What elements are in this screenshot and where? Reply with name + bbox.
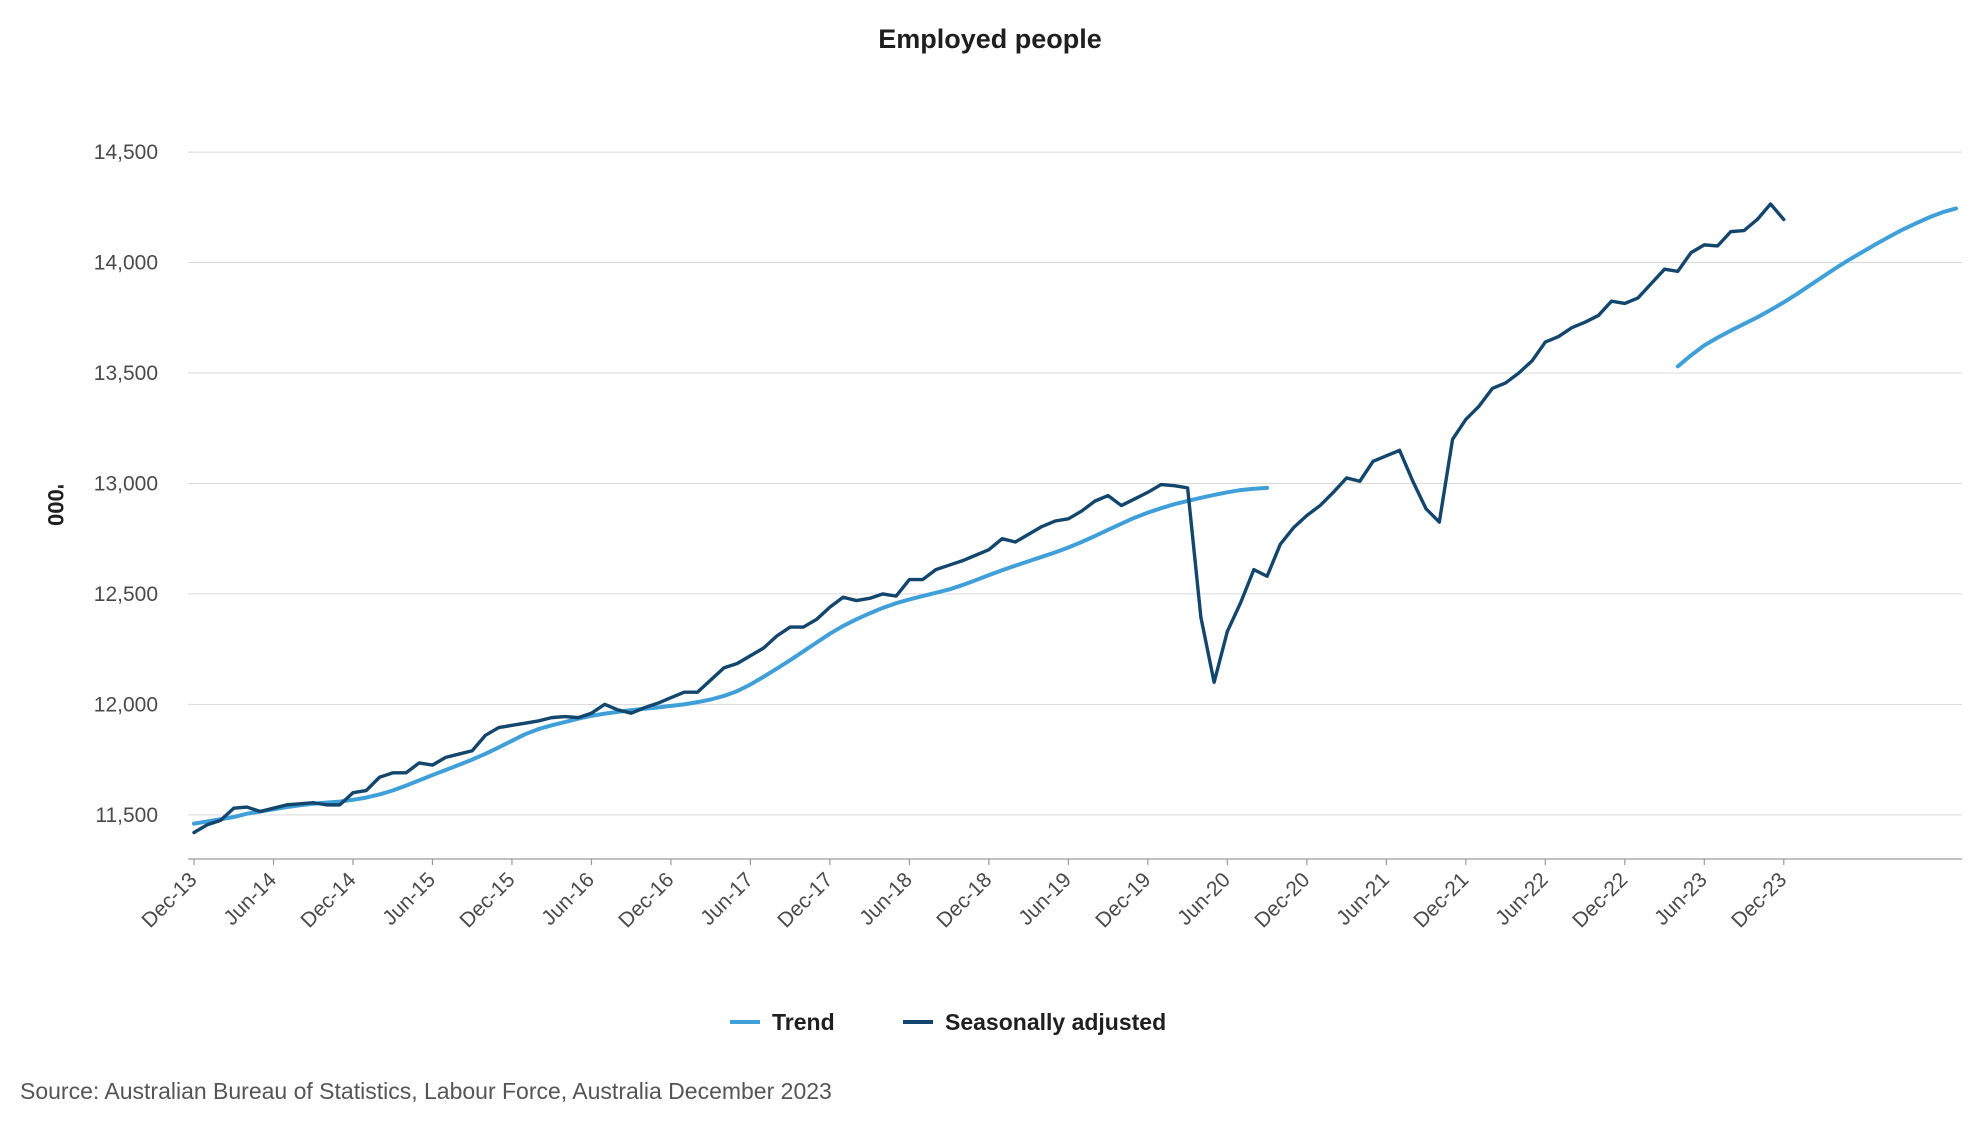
y-tick-label: 11,500	[95, 804, 158, 827]
x-tick-label: Dec-19	[1091, 868, 1155, 932]
x-tick-label: Dec-21	[1409, 868, 1473, 932]
x-tick-label: Jun-14	[219, 868, 281, 930]
legend-item-seasonally-adjusted[interactable]: Seasonally adjusted	[903, 1009, 1166, 1035]
x-tick-label: Dec-13	[137, 868, 201, 932]
x-tick-label: Jun-15	[378, 868, 440, 930]
legend-label-trend: Trend	[772, 1009, 835, 1035]
y-tick-label: 14,000	[94, 252, 158, 275]
legend: Trend Seasonally adjusted	[730, 1009, 1166, 1035]
y-tick-label: 14,500	[94, 141, 158, 164]
legend-item-trend[interactable]: Trend	[730, 1009, 835, 1035]
x-tick-label: Jun-17	[696, 868, 758, 930]
x-tick-label: Jun-20	[1173, 868, 1235, 930]
x-axis-ticks: Dec-13 Jun-14 Dec-14 Jun-15 Dec-15 Jun-16 Dec-…	[137, 859, 1791, 932]
x-tick-label: Jun-19	[1014, 868, 1076, 930]
source-note: Source: Australian Bureau of Statistics,…	[20, 1078, 832, 1104]
series-lines	[192, 202, 1958, 835]
x-tick-label: Dec-22	[1568, 868, 1632, 932]
y-tick-label: 13,500	[94, 362, 158, 385]
series-line-seasonally-adjusted	[192, 202, 1786, 835]
legend-label-seasonally-adjusted: Seasonally adjusted	[945, 1009, 1166, 1035]
x-tick-label: Jun-18	[855, 868, 917, 930]
x-tick-label: Dec-18	[932, 868, 996, 932]
chart-title: Employed people	[878, 24, 1102, 54]
x-tick-label: Dec-23	[1727, 868, 1791, 932]
x-tick-label: Dec-17	[773, 868, 837, 932]
series-line-trend	[192, 206, 1958, 826]
x-tick-label: Jun-22	[1491, 868, 1553, 930]
y-tick-label: 12,000	[94, 693, 158, 716]
x-tick-label: Jun-21	[1332, 868, 1394, 930]
x-tick-label: Jun-23	[1650, 868, 1712, 930]
x-tick-label: Dec-20	[1250, 868, 1314, 932]
x-tick-label: Dec-15	[455, 868, 519, 932]
y-axis-ticks: 11,500 12,000 12,500 13,000 13,500 14,000 14,5…	[94, 141, 158, 827]
x-tick-label: Dec-14	[296, 868, 360, 932]
gridlines	[188, 151, 1962, 816]
x-tick-label: Jun-16	[537, 868, 599, 930]
x-tick-label: Dec-16	[614, 868, 678, 932]
y-axis-label: '000	[43, 484, 68, 526]
y-tick-label: 12,500	[94, 583, 158, 606]
y-tick-label: 13,000	[94, 472, 158, 495]
